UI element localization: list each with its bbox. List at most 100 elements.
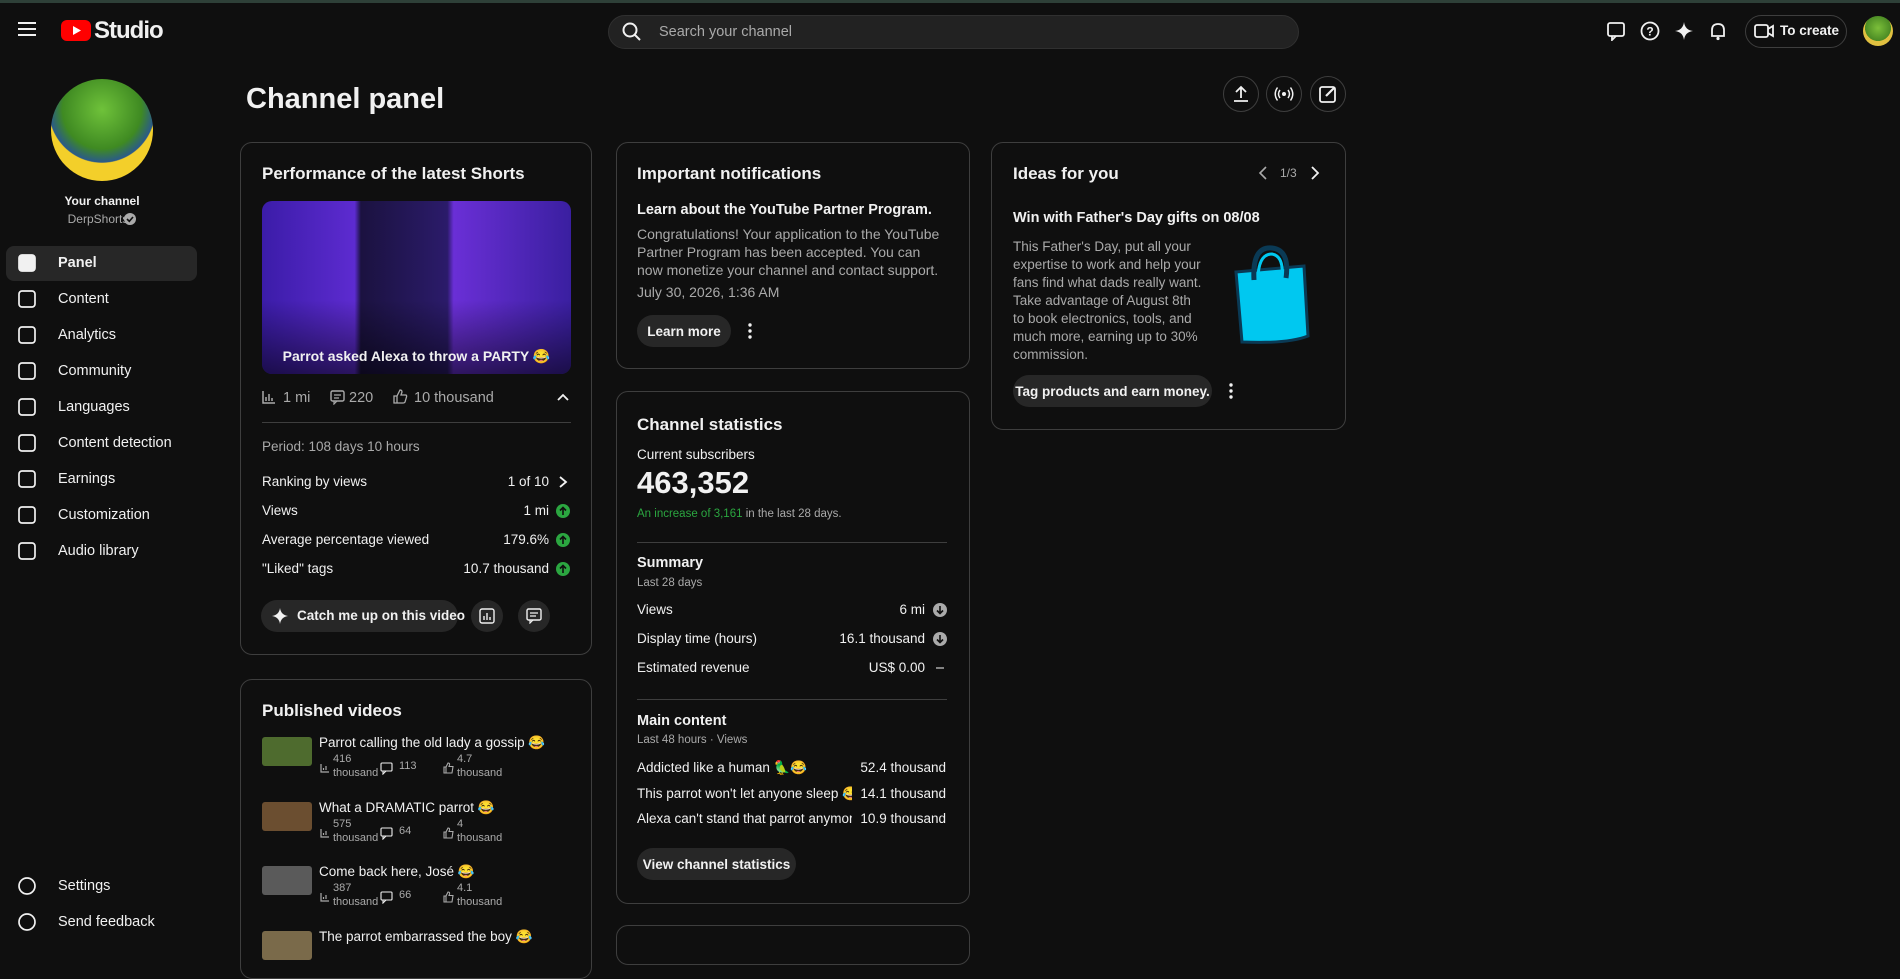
video-title[interactable]: What a DRAMATIC parrot 😂 bbox=[319, 799, 495, 815]
row-value: 14.1 thousand bbox=[860, 785, 946, 801]
row-label[interactable]: This parrot won't let anyone sleep 😂 bbox=[637, 785, 852, 801]
learn-more-button[interactable]: Learn more bbox=[637, 315, 731, 347]
nav-item[interactable]: Languages bbox=[58, 399, 130, 415]
more-icon[interactable] bbox=[745, 322, 755, 340]
search-box[interactable] bbox=[608, 15, 1299, 49]
trend-icon bbox=[556, 562, 570, 576]
trend-icon bbox=[933, 632, 947, 646]
row-value: 6 mi bbox=[899, 602, 925, 617]
nav-icon bbox=[18, 434, 36, 452]
catch-up-button[interactable] bbox=[261, 600, 458, 632]
idea-heading: Win with Father's Day gifts on 08/08 bbox=[1013, 210, 1260, 226]
row-value: 52.4 thousand bbox=[860, 760, 946, 775]
view-stats-button[interactable]: View channel statistics bbox=[637, 848, 796, 880]
nav-item[interactable]: Content bbox=[58, 291, 109, 307]
row-label[interactable]: Alexa can't stand that parrot anymore ..… bbox=[637, 811, 852, 826]
video-thumbnail[interactable] bbox=[262, 801, 312, 831]
logo-text[interactable]: Studio bbox=[94, 17, 164, 44]
increase: An increase of 3,161 bbox=[637, 508, 743, 520]
increase-suffix: in the last 28 days. bbox=[745, 508, 842, 520]
upload-icon bbox=[1234, 85, 1248, 102]
nav-icon bbox=[18, 254, 36, 272]
top-strip bbox=[0, 0, 1900, 3]
row-label: Display time (hours) bbox=[637, 631, 758, 646]
sparkle-icon bbox=[272, 608, 288, 624]
nav-icon bbox=[18, 326, 36, 344]
sparkle-icon[interactable] bbox=[1674, 21, 1694, 41]
trend-icon bbox=[933, 603, 947, 617]
short-title[interactable]: Parrot asked Alexa to throw a PARTY 😂 bbox=[282, 348, 551, 364]
nav-item[interactable]: Community bbox=[58, 363, 132, 379]
collapse-icon[interactable] bbox=[556, 392, 570, 402]
subscriber-count: 463,352 bbox=[637, 465, 750, 500]
views-icon bbox=[320, 764, 329, 773]
views-icon bbox=[320, 828, 329, 838]
footer-icon bbox=[18, 877, 36, 895]
row-label[interactable]: Addicted like a human 🦜😂 bbox=[637, 760, 808, 775]
prev-icon[interactable] bbox=[1257, 165, 1269, 181]
subscriber-change: An increase of 3,161 in the last 28 days… bbox=[637, 507, 842, 521]
video-title[interactable]: Parrot calling the old lady a gossip 😂 bbox=[319, 735, 546, 750]
more-icon[interactable] bbox=[1226, 382, 1236, 400]
nav-item[interactable]: Content detection bbox=[58, 435, 172, 451]
search-placeholder: Search your channel bbox=[659, 24, 792, 40]
verified-icon bbox=[124, 213, 136, 225]
feedback-icon[interactable] bbox=[1606, 21, 1626, 41]
footer-item[interactable]: Settings bbox=[58, 878, 111, 894]
card-title: Ideas for you bbox=[1013, 164, 1119, 183]
video-thumbnail[interactable] bbox=[262, 930, 312, 960]
catch-up-label[interactable]: Catch me up on this video bbox=[297, 608, 466, 623]
card-title: Performance of the latest Shorts bbox=[262, 164, 525, 183]
bell-icon[interactable] bbox=[1708, 21, 1728, 41]
comments-icon bbox=[380, 762, 393, 775]
menu-icon[interactable] bbox=[18, 21, 38, 37]
row-label: "Liked" tags bbox=[262, 561, 334, 576]
row-value: 10.9 thousand bbox=[860, 811, 946, 826]
video-title[interactable]: Come back here, José 😂 bbox=[319, 864, 475, 879]
logo-icon[interactable] bbox=[61, 20, 91, 41]
edit-button[interactable] bbox=[1310, 76, 1346, 112]
channel-avatar[interactable] bbox=[51, 79, 153, 181]
account-avatar[interactable] bbox=[1863, 16, 1893, 46]
nav-icon bbox=[18, 290, 36, 308]
nav-icon bbox=[18, 470, 36, 488]
create-label[interactable]: To create bbox=[1780, 23, 1840, 38]
row-label: Estimated revenue bbox=[637, 660, 750, 675]
notification-heading: Learn about the YouTube Partner Program. bbox=[637, 202, 932, 218]
main-content-period: Last 48 hours · Views bbox=[637, 734, 748, 746]
notification-date: July 30, 2026, 1:36 AM bbox=[637, 284, 780, 300]
upload-button[interactable] bbox=[1223, 76, 1259, 112]
next-icon[interactable] bbox=[1309, 165, 1321, 181]
nav-icon bbox=[18, 506, 36, 524]
nav-item[interactable]: Analytics bbox=[58, 327, 117, 343]
tag-products-button[interactable]: Tag products and earn money. bbox=[1013, 375, 1212, 407]
divider bbox=[637, 699, 947, 700]
nav-item[interactable]: Customization bbox=[58, 507, 150, 523]
help-icon[interactable]: ? bbox=[1640, 21, 1660, 41]
nav-item[interactable]: Audio library bbox=[58, 543, 139, 559]
row-label: Views bbox=[637, 602, 673, 617]
comments-icon bbox=[330, 390, 345, 405]
row-label: Ranking by views bbox=[262, 474, 368, 489]
live-button[interactable] bbox=[1266, 76, 1302, 112]
create-button[interactable] bbox=[1745, 15, 1847, 48]
likes-icon bbox=[443, 826, 454, 839]
row-value: 10.7 thousand bbox=[463, 561, 549, 576]
video-likes: 4 thousand bbox=[457, 817, 503, 844]
nav-icon bbox=[18, 362, 36, 380]
video-views: 575 thousand bbox=[333, 817, 379, 844]
pager: 1/3 bbox=[1280, 166, 1297, 180]
nav-item[interactable]: Earnings bbox=[58, 471, 116, 487]
video-thumbnail[interactable] bbox=[262, 737, 312, 766]
row-value: US$ 0.00 bbox=[868, 660, 925, 675]
channel-name[interactable]: DerpShorts bbox=[67, 212, 129, 226]
video-views: 387 thousand bbox=[333, 882, 379, 908]
likes-icon bbox=[443, 891, 454, 903]
nav-item[interactable]: Panel bbox=[58, 255, 97, 271]
comments-icon bbox=[380, 826, 393, 840]
notification-body: Congratulations! Your application to the… bbox=[637, 226, 940, 278]
video-thumbnail[interactable] bbox=[262, 866, 312, 895]
video-likes: 4.1 thousand bbox=[457, 882, 503, 908]
views-icon bbox=[320, 893, 329, 902]
footer-item[interactable]: Send feedback bbox=[58, 914, 155, 930]
